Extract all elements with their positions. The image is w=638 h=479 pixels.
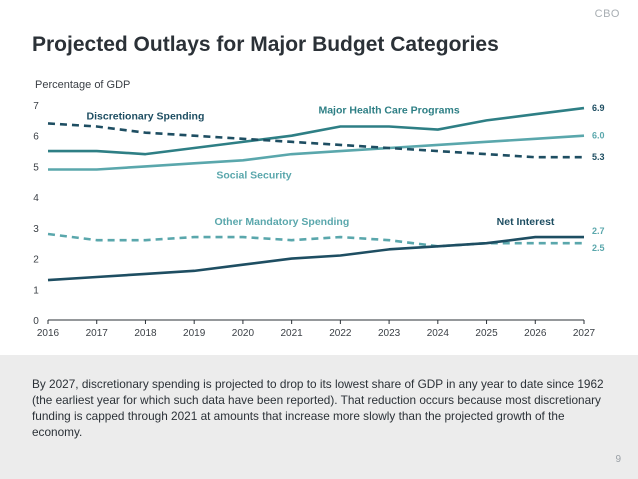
y-tick-label: 2	[33, 255, 39, 266]
x-tick-label: 2026	[524, 328, 547, 339]
page-number: 9	[615, 454, 621, 465]
x-tick-label: 2017	[86, 328, 109, 339]
x-tick-label: 2019	[183, 328, 206, 339]
series-group	[47, 106, 585, 282]
series-label-major-health-care-programs: Major Health Care Programs	[318, 105, 459, 117]
x-tick-label: 2022	[329, 328, 352, 339]
description-panel: By 2027, discretionary spending is proje…	[0, 355, 638, 479]
x-tick-label: 2027	[573, 328, 596, 339]
x-tick-label: 2023	[378, 328, 401, 339]
x-tick-label: 2024	[427, 328, 450, 339]
y-axis-label: Percentage of GDP	[35, 79, 130, 91]
y-ticks: 0 1 2 3 4 5 6 7	[33, 101, 39, 327]
end-value-social-security: 6.0	[592, 131, 605, 141]
series-label-discretionary-spending: Discretionary Spending	[87, 111, 205, 123]
series-line-net-interest	[47, 235, 584, 282]
y-tick-label: 0	[33, 316, 39, 327]
series-labels: Major Health Care Programs 6.9 Social Secu…	[87, 103, 605, 253]
y-tick-label: 3	[33, 224, 39, 235]
x-tick-label: 2016	[37, 328, 60, 339]
y-tick-label: 7	[33, 101, 39, 112]
series-label-other-mandatory-spending: Other Mandatory Spending	[215, 216, 350, 228]
end-value-net-interest: 2.7	[592, 226, 605, 236]
y-tick-label: 6	[33, 132, 39, 143]
brand-logo-text: CBO	[594, 8, 620, 20]
series-line-discretionary-spending	[47, 122, 584, 159]
y-tick-label: 4	[33, 193, 39, 204]
series-line-major-health-care-programs	[48, 106, 585, 156]
x-tick-label: 2020	[232, 328, 255, 339]
series-label-net-interest: Net Interest	[497, 216, 555, 228]
end-value-major-health-care-programs: 6.9	[592, 103, 605, 113]
end-value-other-mandatory-spending: 2.5	[592, 243, 605, 253]
x-tick-label: 2025	[475, 328, 498, 339]
y-tick-label: 1	[33, 285, 39, 296]
x-tick-label: 2021	[281, 328, 304, 339]
end-value-discretionary-spending: 5.3	[592, 152, 605, 162]
x-ticks: 2016 2017 2018 2019 2020 2021 2022 2023 2024 2025…	[37, 320, 596, 339]
description-text: By 2027, discretionary spending is proje…	[32, 377, 604, 439]
series-label-social-security: Social Security	[216, 170, 291, 182]
chart-title: Projected Outlays for Major Budget Categ…	[32, 33, 499, 56]
y-tick-label: 5	[33, 162, 39, 173]
series-line-social-security	[48, 134, 585, 171]
x-tick-label: 2018	[134, 328, 157, 339]
